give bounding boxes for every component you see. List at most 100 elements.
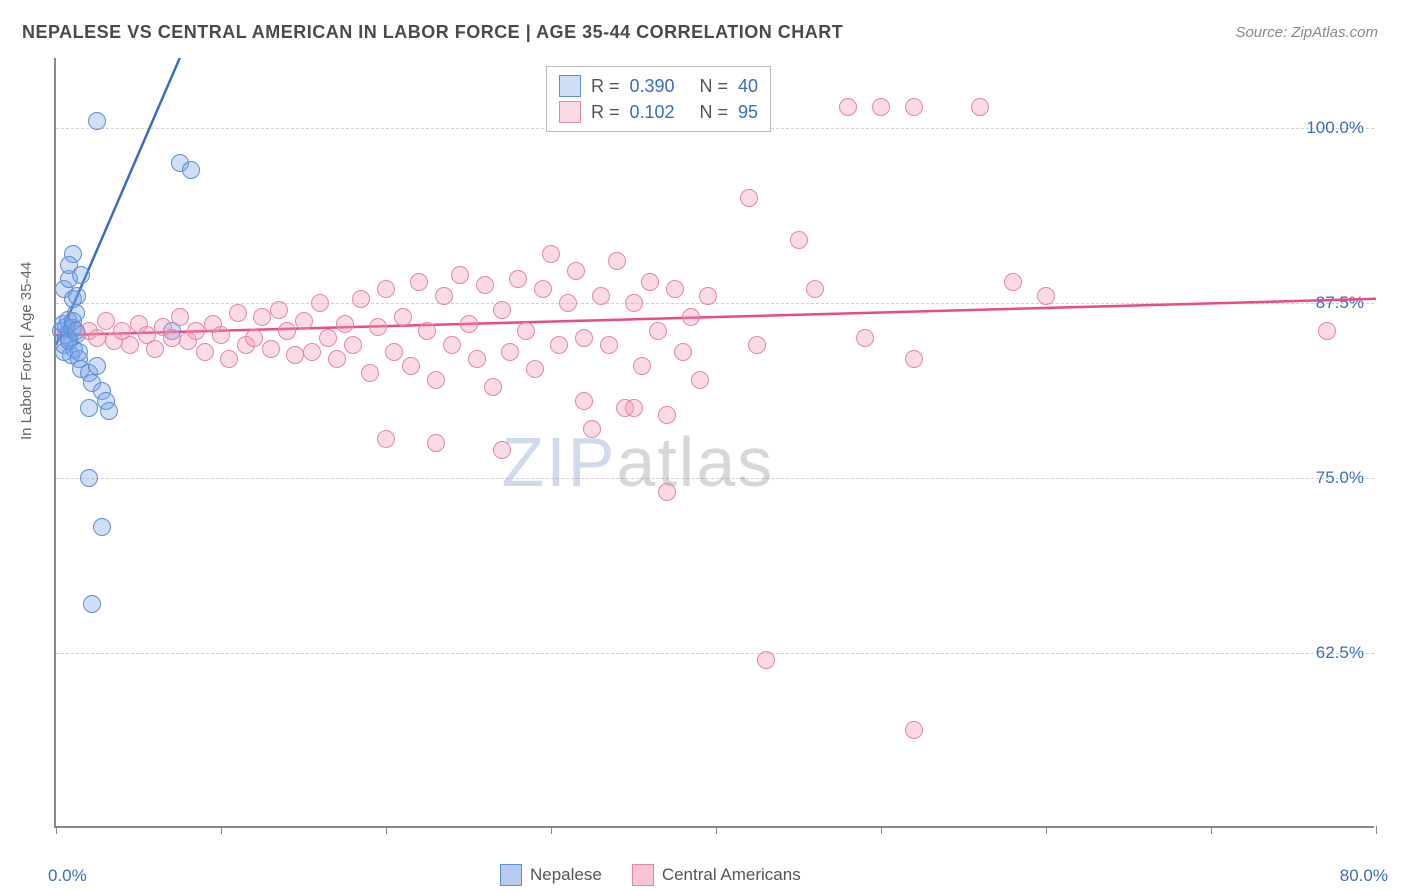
scatter-point: [146, 340, 164, 358]
scatter-point: [526, 360, 544, 378]
legend-swatch: [559, 75, 581, 97]
scatter-point: [410, 273, 428, 291]
plot-area: 62.5%75.0%87.5%100.0%ZIPatlasR =0.390N =…: [54, 58, 1374, 828]
x-axis-min-label: 0.0%: [48, 866, 87, 886]
gridline-h: [56, 303, 1374, 304]
scatter-point: [163, 329, 181, 347]
legend-row: R =0.390N =40: [559, 73, 758, 99]
scatter-point: [394, 308, 412, 326]
scatter-point: [427, 371, 445, 389]
scatter-point: [905, 98, 923, 116]
scatter-point: [484, 378, 502, 396]
scatter-point: [352, 290, 370, 308]
scatter-point: [385, 343, 403, 361]
legend-r-label: R =: [591, 102, 620, 123]
scatter-point: [311, 294, 329, 312]
scatter-point: [93, 518, 111, 536]
scatter-point: [319, 329, 337, 347]
scatter-point: [757, 651, 775, 669]
scatter-point: [270, 301, 288, 319]
scatter-point: [361, 364, 379, 382]
x-tick: [56, 826, 57, 834]
scatter-point: [625, 294, 643, 312]
chart-title: NEPALESE VS CENTRAL AMERICAN IN LABOR FO…: [22, 22, 843, 43]
scatter-point: [493, 301, 511, 319]
y-tick-label: 87.5%: [1316, 293, 1364, 313]
scatter-point: [575, 392, 593, 410]
legend-label: Central Americans: [662, 865, 801, 885]
legend-row: R = 0.102 N = 95: [559, 99, 758, 125]
scatter-point: [468, 350, 486, 368]
x-tick: [386, 826, 387, 834]
legend-item: Nepalese: [500, 864, 602, 886]
scatter-point: [88, 357, 106, 375]
scatter-point: [212, 326, 230, 344]
y-tick-label: 62.5%: [1316, 643, 1364, 663]
scatter-point: [633, 357, 651, 375]
scatter-point: [253, 308, 271, 326]
scatter-point: [229, 304, 247, 322]
scatter-point: [534, 280, 552, 298]
gridline-h: [56, 653, 1374, 654]
scatter-point: [550, 336, 568, 354]
legend-correlation: R =0.390N =40R =0.102N =95: [546, 66, 771, 132]
legend-r-value: 0.102: [630, 102, 690, 123]
scatter-point: [1037, 287, 1055, 305]
scatter-point: [97, 312, 115, 330]
scatter-point: [435, 287, 453, 305]
scatter-point: [171, 308, 189, 326]
scatter-point: [70, 343, 88, 361]
scatter-point: [592, 287, 610, 305]
scatter-point: [872, 98, 890, 116]
scatter-point: [666, 280, 684, 298]
scatter-point: [88, 112, 106, 130]
scatter-point: [336, 315, 354, 333]
legend-n-label: N =: [700, 102, 729, 123]
legend-n-value: 95: [738, 102, 758, 123]
scatter-point: [196, 343, 214, 361]
scatter-point: [1004, 273, 1022, 291]
scatter-point: [625, 399, 643, 417]
scatter-point: [245, 329, 263, 347]
scatter-point: [328, 350, 346, 368]
scatter-point: [187, 322, 205, 340]
scatter-point: [682, 308, 700, 326]
scatter-point: [806, 280, 824, 298]
scatter-point: [641, 273, 659, 291]
scatter-point: [443, 336, 461, 354]
legend-swatch: [500, 864, 522, 886]
scatter-point: [377, 280, 395, 298]
x-tick: [1211, 826, 1212, 834]
legend-swatch: [559, 101, 581, 123]
scatter-point: [699, 287, 717, 305]
scatter-point: [80, 469, 98, 487]
legend-item: Central Americans: [632, 864, 801, 886]
scatter-point: [493, 441, 511, 459]
x-tick: [221, 826, 222, 834]
scatter-point: [600, 336, 618, 354]
scatter-point: [262, 340, 280, 358]
scatter-point: [286, 346, 304, 364]
scatter-point: [451, 266, 469, 284]
scatter-point: [674, 343, 692, 361]
scatter-point: [121, 336, 139, 354]
x-tick: [551, 826, 552, 834]
scatter-point: [278, 322, 296, 340]
scatter-point: [658, 406, 676, 424]
scatter-point: [68, 287, 86, 305]
scatter-point: [369, 318, 387, 336]
scatter-point: [790, 231, 808, 249]
scatter-point: [839, 98, 857, 116]
x-tick: [1046, 826, 1047, 834]
legend-r-label: R =: [591, 76, 620, 97]
scatter-point: [608, 252, 626, 270]
legend-label: Nepalese: [530, 865, 602, 885]
scatter-point: [60, 256, 78, 274]
legend-n-value: 40: [738, 76, 758, 97]
scatter-point: [501, 343, 519, 361]
source-text: Source: ZipAtlas.com: [1235, 24, 1378, 41]
scatter-point: [583, 420, 601, 438]
scatter-point: [182, 161, 200, 179]
scatter-point: [658, 483, 676, 501]
scatter-point: [567, 262, 585, 280]
